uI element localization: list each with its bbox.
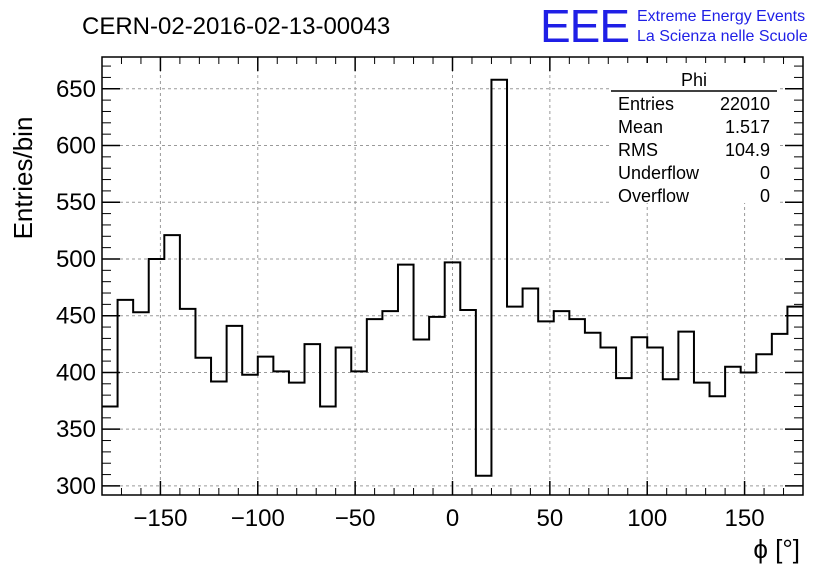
y-tick-label: 600 xyxy=(56,133,96,160)
y-tick-label: 500 xyxy=(56,246,96,273)
stats-row-label: Underflow xyxy=(618,163,700,183)
stats-title: Phi xyxy=(681,70,707,90)
axis-ticks xyxy=(101,57,804,495)
x-tick-label: 50 xyxy=(537,505,564,532)
y-tick-label: 650 xyxy=(56,76,96,103)
stats-row-label: RMS xyxy=(618,140,658,160)
x-tick-label: 150 xyxy=(725,505,765,532)
plot-frame xyxy=(101,56,804,496)
y-tick-label: 300 xyxy=(56,473,96,500)
y-tick-label: 550 xyxy=(56,189,96,216)
x-tick-label: −100 xyxy=(231,505,285,532)
stats-row-label: Mean xyxy=(618,117,663,137)
stats-row-value: 0 xyxy=(760,163,770,183)
x-tick-label: 0 xyxy=(446,505,459,532)
stats-row-label: Entries xyxy=(618,94,674,114)
y-tick-label: 450 xyxy=(56,303,96,330)
stats-row-label: Overflow xyxy=(618,186,690,206)
x-tick-label: 100 xyxy=(627,505,667,532)
run-title: CERN-02-2016-02-13-00043 xyxy=(82,13,390,40)
x-tick-label: −150 xyxy=(133,505,187,532)
stats-box: Phi Entries 22010 Mean 1.517 RMS 104.9 Underfl… xyxy=(611,63,777,206)
org-line1: Extreme Energy Events xyxy=(637,8,805,25)
stats-row-value: 0 xyxy=(760,186,770,206)
org-line2: La Scienza nelle Scuole xyxy=(637,28,808,45)
y-axis-title: Entries/bin xyxy=(8,117,38,240)
x-axis-title: ϕ [°] xyxy=(753,534,800,564)
stats-row-value: 1.517 xyxy=(725,117,770,137)
stats-row-value: 104.9 xyxy=(725,140,770,160)
y-tick-label: 400 xyxy=(56,359,96,386)
eee-logo: EEE xyxy=(540,0,629,52)
x-tick-label: −50 xyxy=(335,505,376,532)
y-tick-label: 350 xyxy=(56,416,96,443)
histogram-step-line xyxy=(102,78,803,477)
stats-row-value: 22010 xyxy=(720,94,770,114)
